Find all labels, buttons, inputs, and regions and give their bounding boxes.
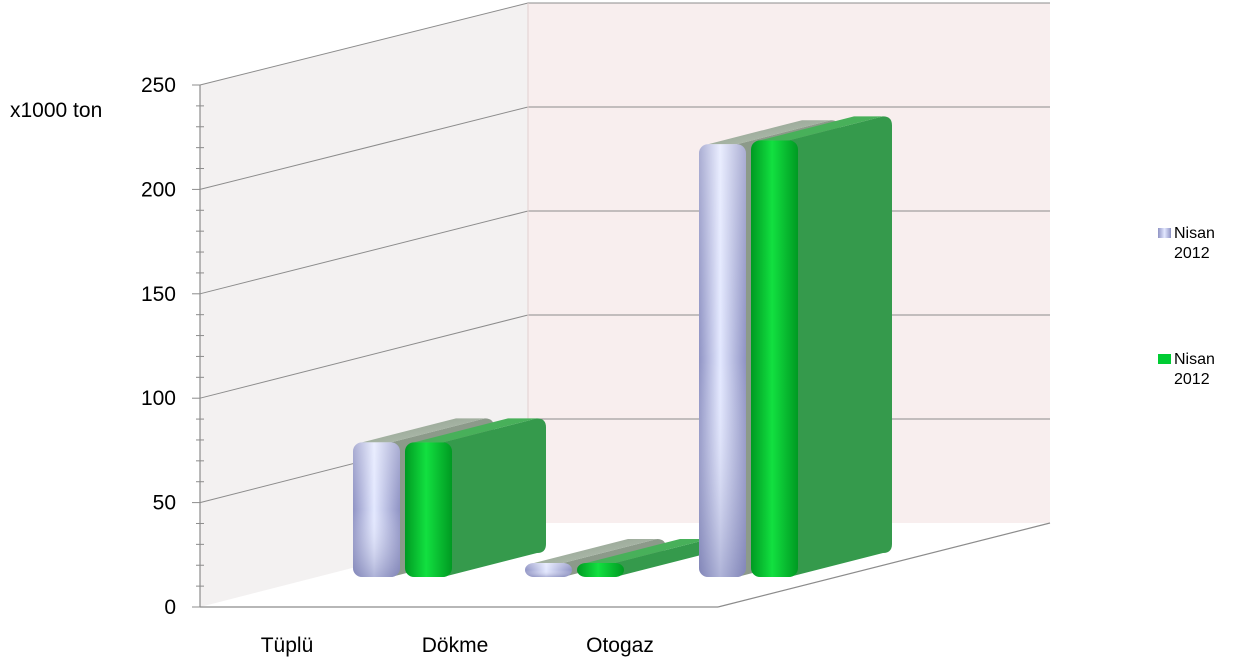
bars xyxy=(353,116,892,578)
bar-top-1-1 xyxy=(586,539,709,563)
legend-swatch-1 xyxy=(1158,228,1171,238)
y-axis-title: x1000 ton xyxy=(10,99,102,122)
legend-item-1: Nisan 2012 xyxy=(1158,224,1238,264)
legend-item-2: Nisan 2012 xyxy=(1158,350,1238,390)
bar-1-1 xyxy=(577,539,718,577)
y-tick-label-1: 50 xyxy=(153,492,176,515)
legend: Nisan 2012 xyxy=(1158,224,1238,264)
bar-shade-0-2 xyxy=(699,144,746,577)
bar-top-0-2 xyxy=(708,120,831,145)
y-ticks xyxy=(192,84,204,608)
legend-2: Nisan 2012 xyxy=(1158,350,1238,390)
bar-shade-0-0 xyxy=(353,442,400,577)
bar-front-1-0 xyxy=(405,442,452,577)
legend-swatch-2 xyxy=(1158,354,1171,364)
bar-shade-0-1 xyxy=(525,563,572,577)
category-labels: Tüplü Dökme Otogaz xyxy=(261,634,654,657)
y-tick-label-5: 250 xyxy=(141,74,176,97)
bar-side-1-1 xyxy=(615,539,718,577)
bar-top-0-0 xyxy=(362,418,485,443)
bar-top-1-2 xyxy=(760,116,883,141)
y-tick-label-4: 200 xyxy=(141,178,176,201)
category-label-0: Tüplü xyxy=(261,634,314,657)
bar-front-1-2 xyxy=(751,140,798,578)
bar-front-1-1 xyxy=(577,563,624,577)
bar-top-0-1 xyxy=(534,539,657,563)
bar-1-0 xyxy=(405,418,546,577)
legend-label-2: Nisan 2012 xyxy=(1174,351,1215,388)
bar-side-1-0 xyxy=(443,418,546,577)
y-tick-label-2: 100 xyxy=(141,387,176,410)
bar-1-2 xyxy=(751,116,892,578)
bar-side-1-2 xyxy=(789,116,892,578)
legend-label-1: Nisan 2012 xyxy=(1174,225,1215,262)
y-tick-labels: 0 50 100 150 200 250 xyxy=(141,74,176,619)
category-label-2: Otogaz xyxy=(586,634,654,657)
bar-top-1-0 xyxy=(414,418,537,443)
floor-right-edge xyxy=(717,522,1051,608)
y-tick-label-3: 150 xyxy=(141,283,176,306)
category-label-1: Dökme xyxy=(422,634,489,657)
y-tick-label-0: 0 xyxy=(164,596,176,619)
